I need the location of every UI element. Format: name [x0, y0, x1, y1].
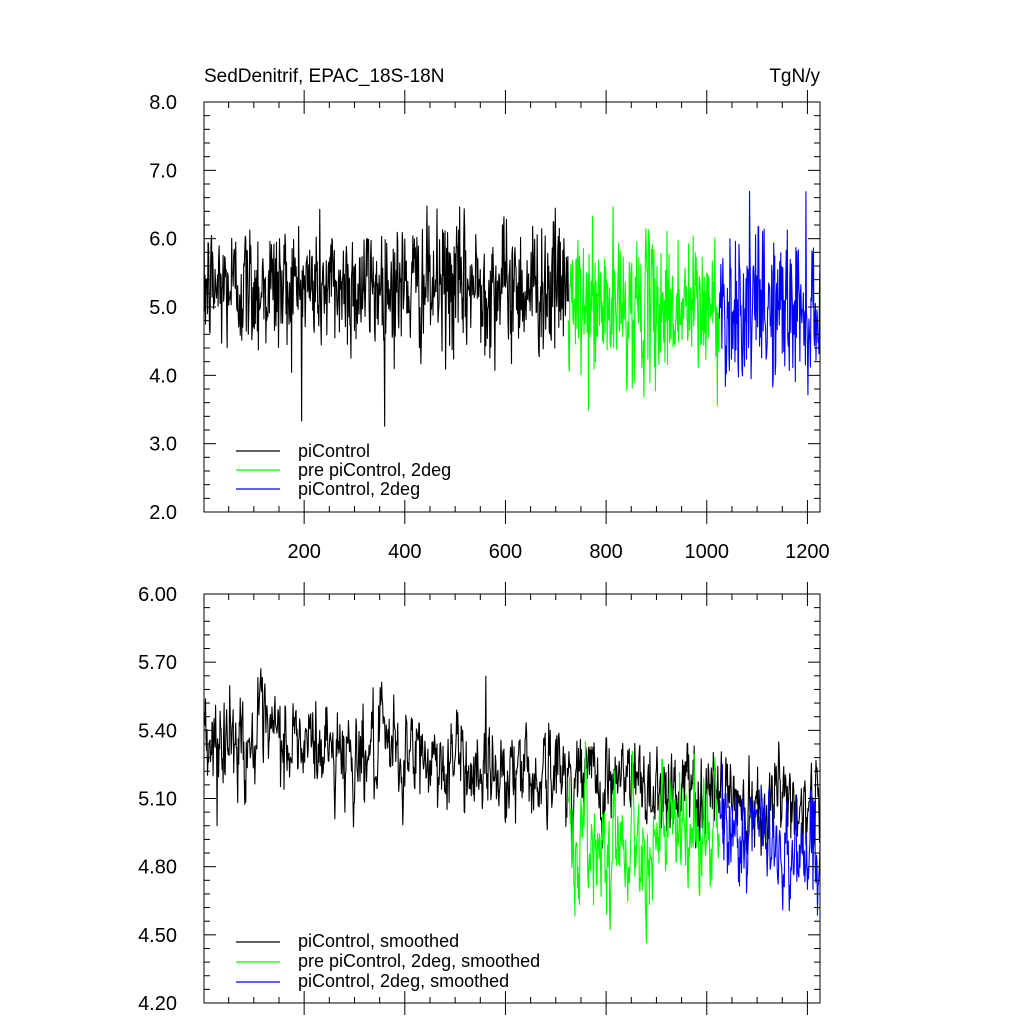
series-line-picontrol: [203, 194, 569, 427]
y-tick-label: 6.0: [149, 229, 177, 251]
x-tick-label: 1000: [685, 541, 730, 563]
bottom-series-group: [203, 668, 821, 944]
x-tick-label: 800: [589, 541, 622, 563]
legend-label-pre-picontrol-2deg-smoothed: pre piControl, 2deg, smoothed: [298, 951, 540, 971]
y-tick-label: 6.00: [138, 584, 177, 606]
legend-label-picontrol-2deg-smoothed: piControl, 2deg, smoothed: [298, 971, 509, 991]
top-panel: SedDenitrif, EPAC_18S-18N TgN/y 2.0 3.0 4.…: [149, 66, 829, 563]
legend-label-picontrol-2deg: piControl, 2deg: [298, 479, 420, 499]
top-chart-title: SedDenitrif, EPAC_18S-18N: [204, 66, 444, 87]
top-legend: piControl pre piControl, 2deg piControl,…: [236, 441, 451, 499]
series-line-picontrol-2deg-smoothed: [718, 763, 821, 916]
x-tick-label: 1200: [785, 541, 830, 563]
legend-label-picontrol-smoothed: piControl, smoothed: [298, 931, 459, 951]
y-tick-label: 5.40: [138, 720, 177, 742]
series-line-picontrol-2deg: [718, 190, 821, 396]
top-chart-units: TgN/y: [769, 66, 820, 87]
x-tick-label: 600: [489, 541, 522, 563]
y-tick-label: 2.0: [149, 502, 177, 524]
y-tick-label: 4.50: [138, 925, 177, 947]
y-tick-label: 4.80: [138, 857, 177, 879]
y-tick-label: 3.0: [149, 434, 177, 456]
bottom-legend: piControl, smoothed pre piControl, 2deg,…: [236, 931, 540, 991]
y-tick-label: 5.10: [138, 789, 177, 811]
y-tick-label: 4.0: [149, 365, 177, 387]
y-tick-label: 5.70: [138, 652, 177, 674]
series-line-pre-picontrol-2deg: [567, 206, 720, 411]
x-tick-label: 200: [287, 541, 320, 563]
y-tick-label: 8.0: [149, 92, 177, 114]
y-tick-label: 4.20: [138, 993, 177, 1015]
legend-label-pre-picontrol-2deg: pre piControl, 2deg: [298, 460, 451, 480]
legend-label-picontrol: piControl: [298, 441, 370, 461]
series-line-pre-picontrol-2deg-smoothed: [567, 741, 720, 944]
y-tick-label: 5.0: [149, 297, 177, 319]
x-tick-label: 400: [388, 541, 421, 563]
bottom-panel: 4.20 4.50 4.80 5.10 5.40 5.70 6.00 piControl, …: [138, 582, 821, 1015]
bottom-axes: 4.20 4.50 4.80 5.10 5.40 5.70 6.00: [138, 582, 821, 1015]
top-axes: 2.0 3.0 4.0 5.0 6.0 7.0 8.0 200 400 600 800 1000 120…: [149, 90, 830, 563]
top-series-group: [203, 190, 821, 427]
y-tick-label: 7.0: [149, 160, 177, 182]
series-line-picontrol-smoothed: [203, 668, 821, 856]
